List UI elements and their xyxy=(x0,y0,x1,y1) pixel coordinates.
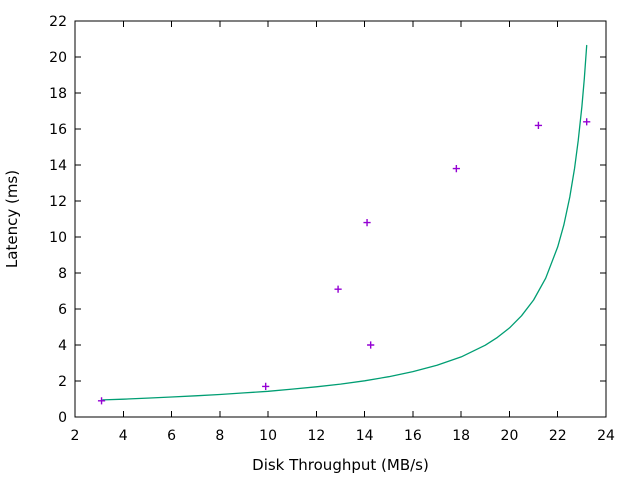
fit-curve xyxy=(102,44,588,401)
y-tick-label: 16 xyxy=(49,122,67,138)
data-point-marker xyxy=(534,121,543,129)
x-tick-label: 22 xyxy=(549,428,567,444)
x-tick-label: 16 xyxy=(404,428,422,444)
y-tick-label: 18 xyxy=(49,86,67,102)
x-tick-label: 20 xyxy=(501,428,519,444)
x-tick-label: 10 xyxy=(259,428,277,444)
fit-curve-layer xyxy=(102,44,588,401)
y-tick-label: 2 xyxy=(58,374,67,390)
x-tick-label: 8 xyxy=(215,428,224,444)
plot-border xyxy=(74,20,607,418)
y-tick-label: 4 xyxy=(58,338,67,354)
y-tick-label: 10 xyxy=(49,230,67,246)
y-tick-label: 0 xyxy=(58,410,67,426)
data-points-layer xyxy=(97,118,591,405)
data-point-marker xyxy=(583,118,591,126)
y-tick-label: 20 xyxy=(49,50,67,66)
x-tick-label: 18 xyxy=(452,428,470,444)
x-tick-label: 14 xyxy=(356,428,374,444)
x-tick-label: 2 xyxy=(71,428,80,444)
y-tick-label: 22 xyxy=(49,14,67,30)
data-point-marker xyxy=(367,341,375,349)
x-tick-label: 24 xyxy=(597,428,615,444)
y-tick-label: 14 xyxy=(49,158,67,174)
data-point-marker xyxy=(262,382,270,390)
y-tick-label: 6 xyxy=(58,302,67,318)
x-tick-label: 6 xyxy=(167,428,176,444)
data-point-marker xyxy=(452,165,460,173)
y-tick-label: 8 xyxy=(58,266,67,282)
data-point-marker xyxy=(363,219,371,227)
y-axis-title: Latency (ms) xyxy=(3,170,21,268)
x-tick-label: 4 xyxy=(119,428,128,444)
plot-border-layer xyxy=(74,20,607,418)
x-axis-title: Disk Throughput (MB/s) xyxy=(252,456,429,474)
y-tick-label: 12 xyxy=(49,194,67,210)
data-point-marker xyxy=(334,285,342,293)
x-tick-label: 12 xyxy=(307,428,325,444)
data-point-marker xyxy=(97,397,106,405)
